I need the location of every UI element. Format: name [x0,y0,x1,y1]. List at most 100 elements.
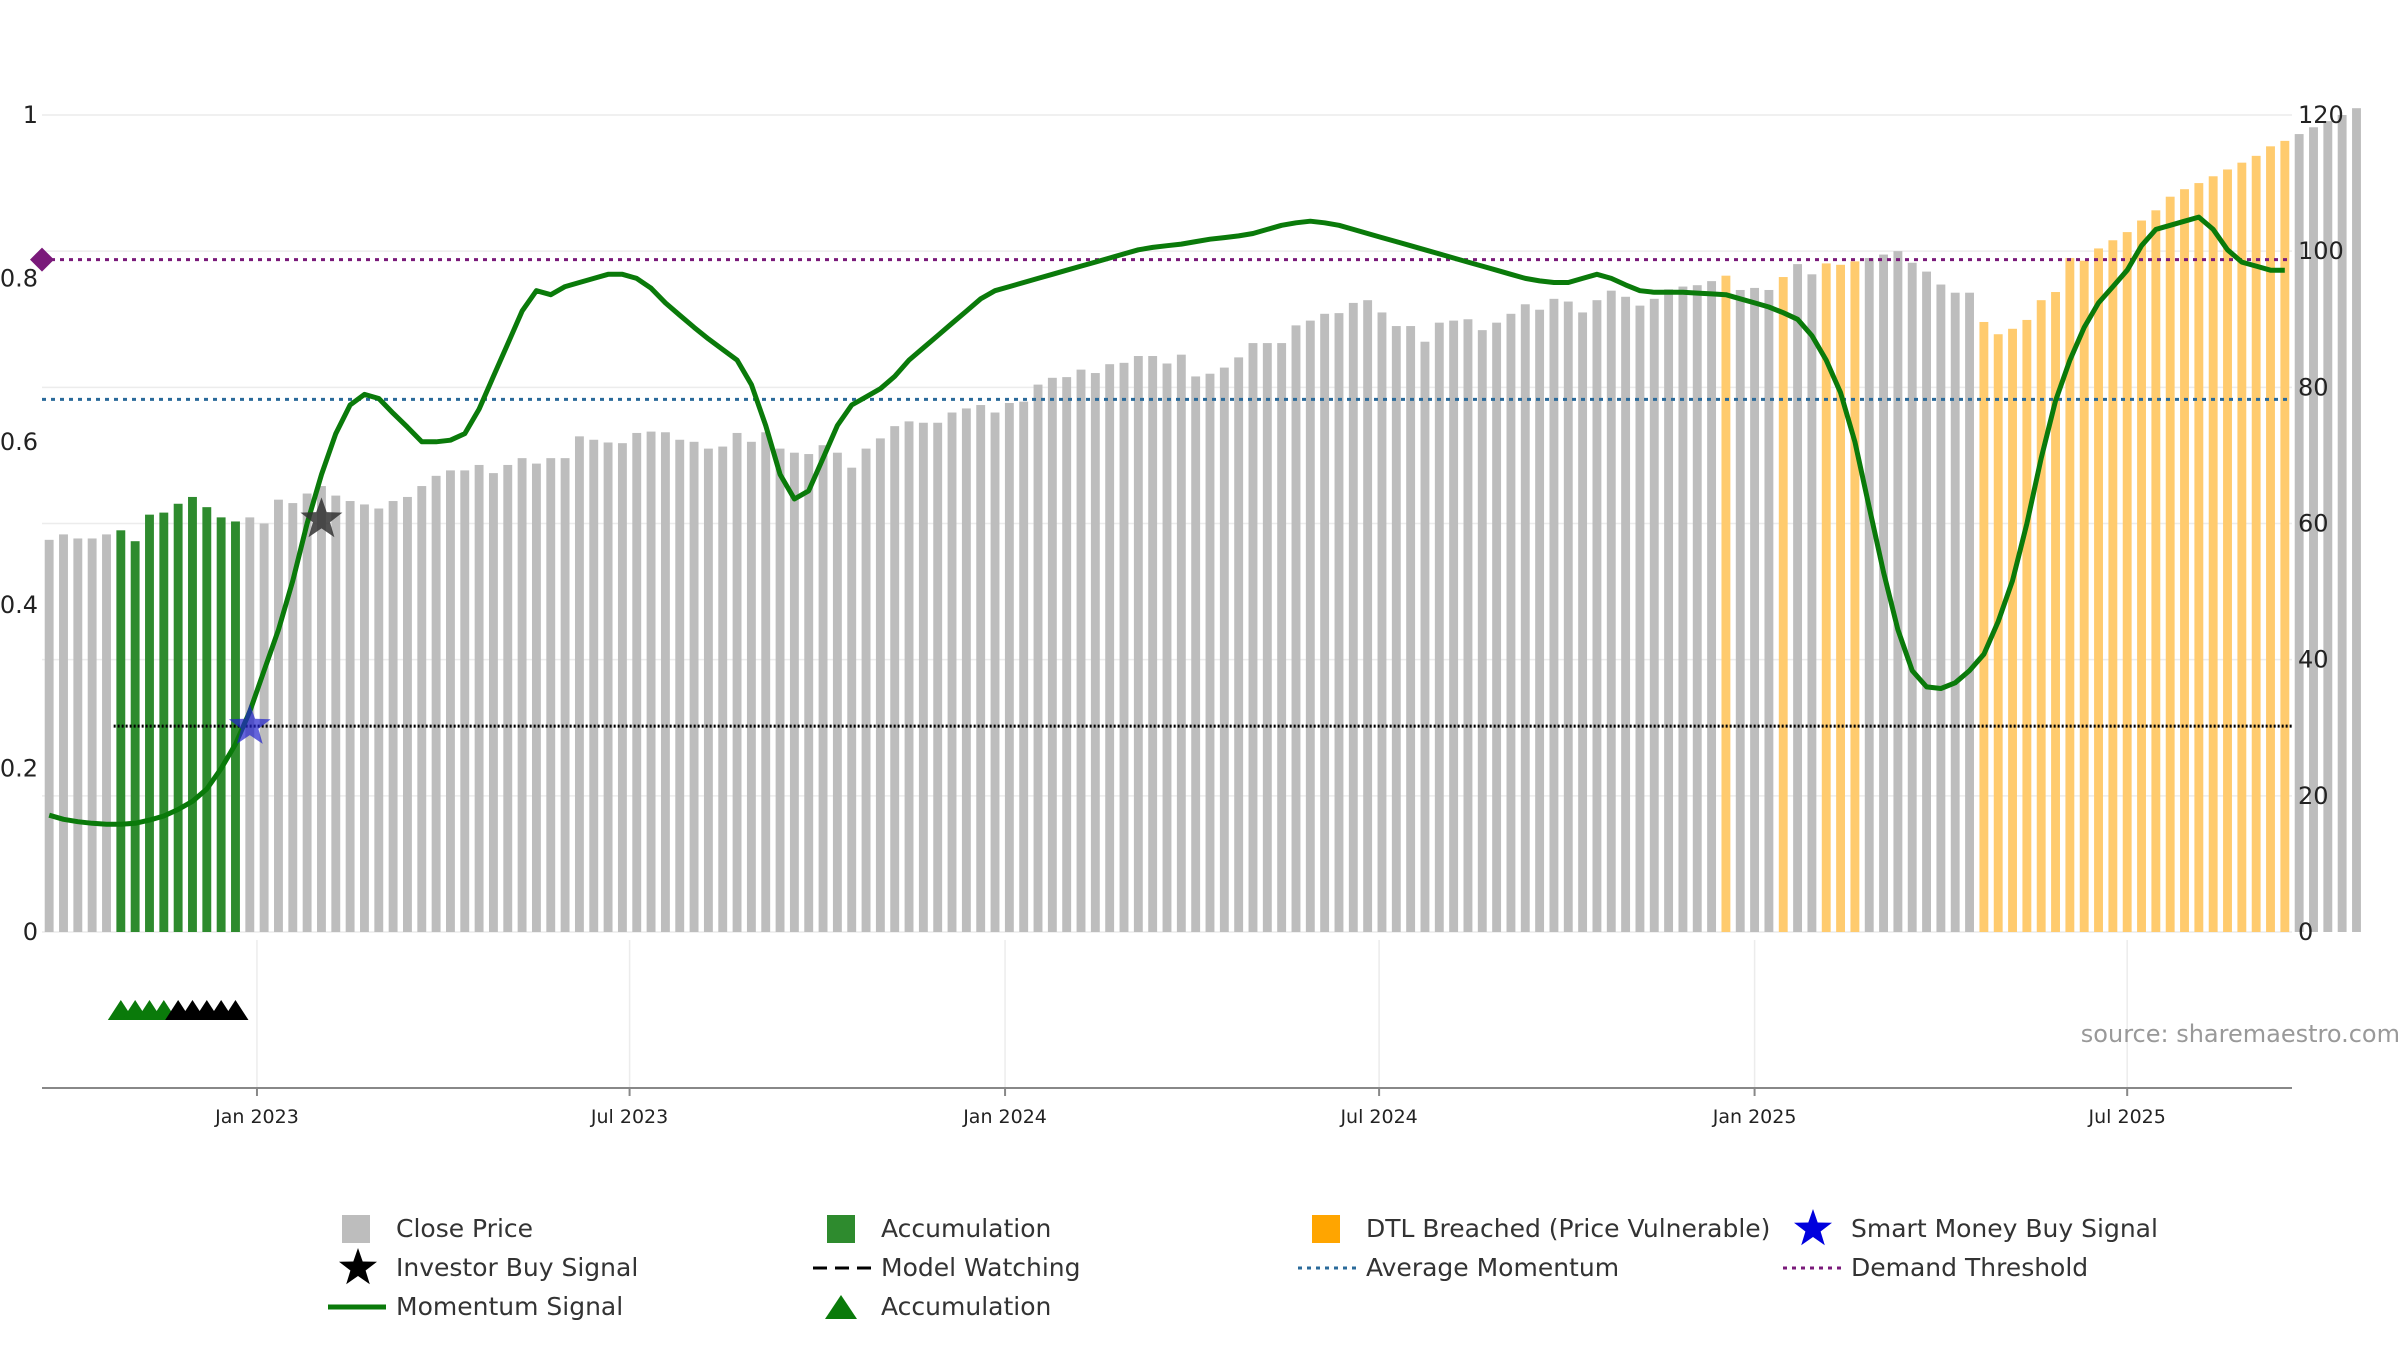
close-price-bar [331,495,341,932]
close-price-bar [1678,286,1688,932]
legend-item: Momentum Signal [328,1292,623,1321]
close-price-bar [517,458,527,932]
close-price-bar [1305,320,1315,932]
close-price-bar [1047,377,1057,933]
axes-layer: 0 0.2 0.4 0.6 0.8 1 0 20 40 60 80 100 120 Jan 2023 Jul… [0,101,2344,1128]
left-axis-tick-label: 0.6 [0,428,38,456]
x-axis-tick-label: Jan 2025 [1712,1106,1797,1128]
close-price-bar [2137,220,2146,932]
close-price-bar [1592,300,1602,933]
legend-item: Accumulation [827,1214,1051,1243]
left-axis-tick-label: 0.8 [0,264,38,292]
close-price-bar [775,448,785,932]
close-price-bar [1506,313,1516,932]
legend-item: DTL Breached (Price Vulnerable) [1312,1214,1770,1243]
legend-label: Accumulation [881,1292,1051,1321]
close-price-bar [503,464,513,932]
close-price-bar [2008,328,2017,932]
legend-label: DTL Breached (Price Vulnerable) [1366,1214,1770,1243]
close-price-bars [44,108,2361,933]
close-price-bar [1133,356,1143,932]
left-axis-tick-label: 0 [23,918,38,946]
close-price-bar [1907,262,1917,932]
legend-item: Close Price [342,1214,533,1243]
close-price-bar [1807,274,1817,932]
left-axis-tick-label: 0.4 [0,591,38,619]
close-price-bar [1449,320,1459,932]
close-price-bar [1793,264,1803,932]
close-price-bar [718,446,728,932]
close-price-bar [1262,343,1272,932]
legend-swatch [1312,1215,1340,1243]
close-price-bar [1750,287,1760,933]
close-price-bar [890,426,900,932]
close-price-bar [1033,384,1043,932]
right-axis-tick-label: 20 [2298,782,2329,810]
close-price-bar [1062,377,1072,932]
close-price-bar [2237,162,2247,933]
close-price-bar [2079,260,2089,932]
close-price-bar [918,422,928,932]
close-price-bar [1076,369,1086,932]
close-price-bar [1477,330,1487,933]
close-price-bar [1549,298,1559,932]
close-price-bar [560,458,570,932]
close-price-bar [1635,305,1645,933]
close-price-bar [2294,134,2304,932]
right-axis-tick-label: 40 [2298,646,2329,674]
accumulation-triangle [222,1000,249,1020]
close-price-bar [73,538,83,932]
close-price-bar [188,496,197,932]
close-price-bar [574,436,584,932]
close-price-bar [1965,292,1974,932]
close-price-bar [589,439,599,932]
close-price-bar [832,452,842,932]
legend-label: Close Price [396,1214,533,1243]
close-price-bar [1664,289,1674,932]
close-price-bar [2323,121,2333,932]
lines-layer [30,214,2292,827]
close-price-bar [1277,343,1287,932]
close-price-bar [2122,232,2132,932]
close-price-bar [1219,367,1229,932]
close-price-bar [1334,313,1344,932]
close-price-bar [59,534,68,932]
close-price-bar [1821,263,1831,933]
close-price-bar [1936,284,1946,933]
close-price-bar [1893,251,1903,932]
close-price-bar [1764,289,1774,933]
close-price-bar [2208,176,2218,932]
close-price-bar [2266,146,2275,932]
close-price-bar [44,539,54,932]
legend-item: Model Watching [813,1253,1081,1282]
close-price-bar [1348,302,1358,932]
close-price-bar [761,432,771,932]
close-price-bar [202,507,212,932]
close-price-bar [732,432,742,932]
close-price-bar [1004,402,1014,932]
close-price-bar [1836,264,1846,932]
close-price-bar [1420,341,1430,932]
legend-label: Smart Money Buy Signal [1851,1214,2158,1243]
close-price-bar [259,523,269,932]
close-price-bar [87,538,97,932]
close-price-bar [2309,127,2318,932]
close-price-bar [847,467,857,932]
close-price-bar [2036,300,2046,933]
smart-money-buy-signal-star [228,704,271,744]
close-price-bar [1778,277,1788,932]
close-price-bar [1979,321,1989,932]
close-price-bar [302,493,312,932]
legend-item: Smart Money Buy Signal [1794,1209,2158,1246]
x-axis-tick-label: Jan 2024 [962,1106,1047,1128]
close-price-bar [1148,356,1158,932]
close-price-bar [403,496,412,932]
close-price-bar [2165,196,2175,932]
close-price-bar [1105,364,1115,932]
close-price-bar [2065,257,2075,933]
close-price-bar [675,439,685,932]
x-axis-tick-label: Jul 2023 [590,1106,668,1128]
x-axis-tick-label: Jan 2023 [214,1106,299,1128]
close-price-bar [1850,261,1860,933]
